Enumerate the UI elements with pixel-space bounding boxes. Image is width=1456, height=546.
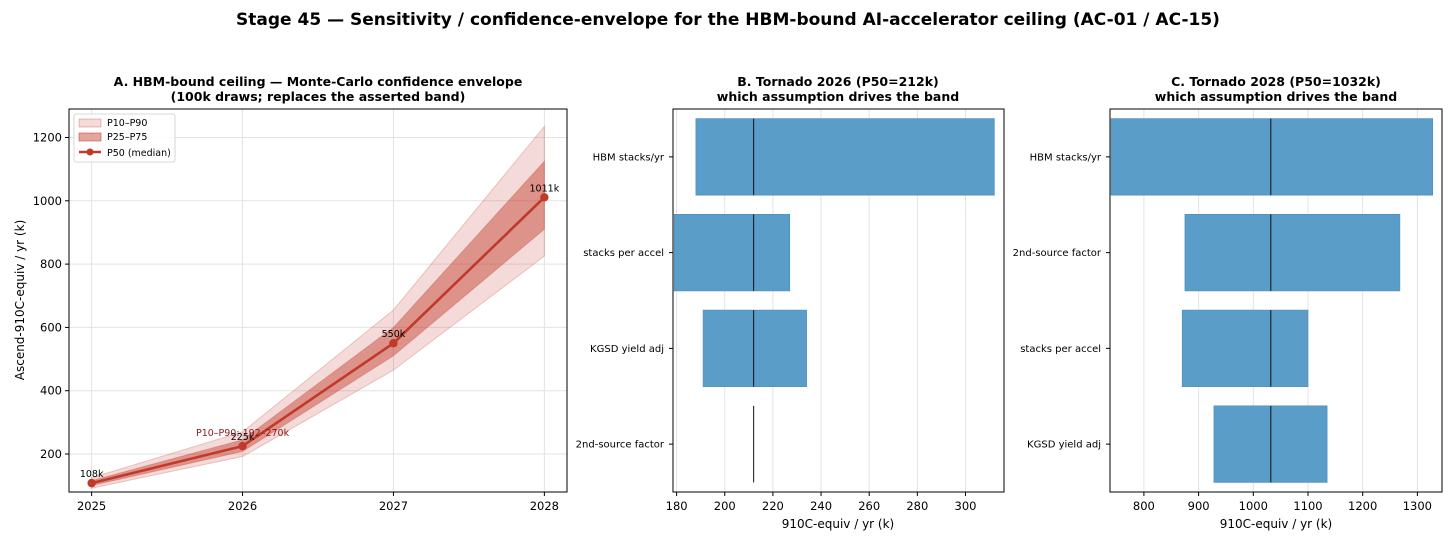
c-xtick-label: 800	[1133, 499, 1155, 513]
b-category-label: stacks per accel	[583, 248, 664, 259]
c-category-label: KGSD yield adj	[1027, 440, 1101, 451]
b-category-label: KGSD yield adj	[590, 344, 664, 355]
panel-a-xtick-label: 2025	[77, 499, 106, 513]
panel-a-ytick-label: 400	[40, 384, 62, 398]
p50-point	[238, 441, 247, 451]
b-category-label: 2nd-source factor	[576, 440, 665, 451]
b-xtick-label: 220	[762, 499, 784, 513]
c-xtick-label: 1300	[1403, 499, 1432, 513]
c-category-label: HBM stacks/yr	[1030, 152, 1102, 163]
panel-a-ytick-label: 600	[40, 320, 62, 334]
c-xtick-label: 1000	[1239, 499, 1268, 513]
panel-a-ylabel: Ascend-910C-equiv / yr (k)	[13, 220, 27, 380]
legend-marker-median	[86, 148, 94, 156]
panel-a-xtick-label: 2028	[530, 499, 559, 513]
panel-c-title-line1: C. Tornado 2028 (P50=1032k)	[1171, 74, 1381, 89]
panel-b-tornado-2026: B. Tornado 2026 (P50=212k) which assumpt…	[576, 74, 1005, 531]
b-xtick-label: 260	[858, 499, 880, 513]
figure-title: Stage 45 — Sensitivity / confidence-enve…	[236, 10, 1220, 30]
p50-data-label: 225k	[231, 432, 255, 443]
panel-a-title-line1: A. HBM-bound ceiling — Monte-Carlo confi…	[114, 74, 523, 89]
panel-a-legend: P10–P90 P25–P75 P50 (median)	[73, 113, 176, 163]
p25-p75-band	[91, 159, 545, 487]
legend-label-inner: P25–P75	[107, 132, 147, 143]
panel-c-title-line2: which assumption drives the band	[1155, 89, 1397, 104]
b-bar-hbm-stacks-yr	[695, 118, 995, 196]
p50-median-line	[91, 196, 546, 485]
legend-swatch-outer	[78, 118, 102, 128]
p50-point	[389, 339, 398, 348]
b-xtick-label: 200	[714, 499, 736, 513]
p50-data-label: 1011k	[530, 183, 560, 194]
b-xtick-label: 180	[666, 499, 688, 513]
b-xtick-label: 240	[810, 499, 832, 513]
p10-p90-band	[91, 125, 545, 489]
b-category-label: HBM stacks/yr	[593, 152, 665, 163]
legend-box	[73, 113, 176, 163]
p50-point	[540, 193, 549, 202]
panel-b-xlabel: 910C-equiv / yr (k)	[782, 517, 895, 531]
panel-c-axes-frame	[1109, 108, 1443, 493]
c-category-label: stacks per accel	[1020, 344, 1101, 355]
panel-c-xlabel: 910C-equiv / yr (k)	[1220, 517, 1333, 531]
panel-a-ytick-label: 1000	[33, 194, 62, 208]
c-bar-stacks-per-accel	[1181, 309, 1309, 387]
panel-a-xtick-label: 2026	[228, 499, 257, 513]
c-category-label: 2nd-source factor	[1013, 248, 1102, 259]
b-xtick-label: 280	[906, 499, 928, 513]
panel-a-title-line2: (100k draws; replaces the asserted band)	[171, 89, 466, 104]
panel-a-confidence-envelope: A. HBM-bound ceiling — Monte-Carlo confi…	[13, 74, 568, 513]
panel-b-title-line2: which assumption drives the band	[717, 89, 959, 104]
legend-label-median: P50 (median)	[107, 148, 171, 159]
p50-point	[87, 478, 96, 488]
panel-a-ytick-label: 200	[40, 447, 62, 461]
c-xtick-label: 1100	[1293, 499, 1322, 513]
p10-p90-annotation: P10–P90: 192–270k	[196, 428, 290, 439]
panel-a-ytick-label: 1200	[33, 130, 62, 144]
b-bar-stacks-per-accel	[673, 214, 791, 292]
legend-swatch-inner	[78, 132, 102, 142]
c-bar-hbm-stacks-yr	[1110, 118, 1434, 196]
b-xtick-label: 300	[955, 499, 977, 513]
c-xtick-label: 900	[1188, 499, 1210, 513]
panel-c-tornado-2028: C. Tornado 2028 (P50=1032k) which assump…	[1013, 74, 1443, 531]
p50-data-label: 550k	[382, 329, 406, 340]
p50-data-label: 108k	[80, 469, 104, 480]
legend-label-outer: P10–P90	[107, 118, 147, 129]
panel-b-axes-frame	[672, 108, 1005, 493]
panel-a-axes-frame	[68, 108, 568, 493]
panel-a-ytick-label: 800	[40, 257, 62, 271]
c-xtick-label: 1200	[1348, 499, 1377, 513]
panel-a-xtick-label: 2027	[379, 499, 408, 513]
b-bar-kgsd-yield-adj	[702, 309, 807, 387]
panel-b-title-line1: B. Tornado 2026 (P50=212k)	[737, 74, 938, 89]
c-bar-2nd-source-factor	[1184, 214, 1401, 292]
